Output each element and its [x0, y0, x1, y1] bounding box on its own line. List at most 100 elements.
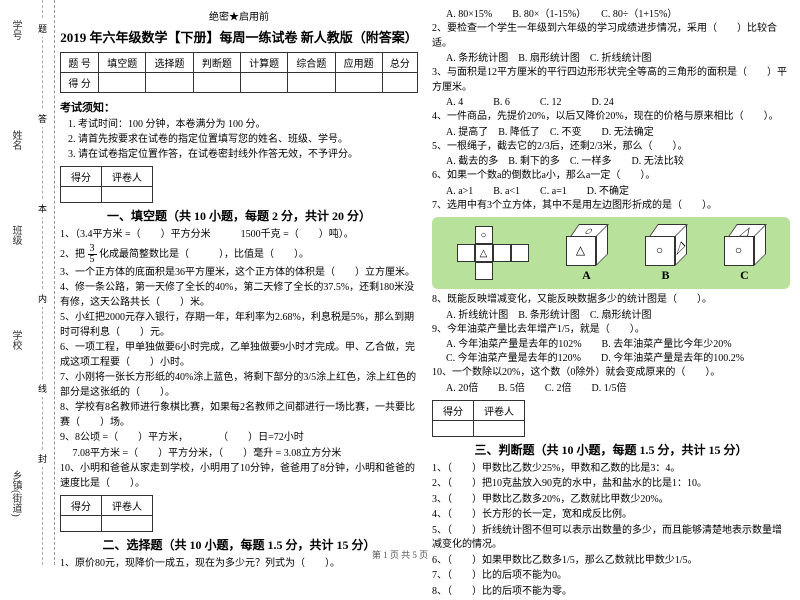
question: 3、（ ）甲数比乙数多20%，乙数就比甲数少20%。 — [432, 493, 790, 508]
question: 5、小红把2000元存入银行，存期一年，年利率为2.68%，利息税是5%，那么到… — [60, 311, 418, 340]
dash-label: 封 — [38, 450, 47, 467]
exam-title: 2019 年六年级数学【下册】每周一练试卷 新人教版（附答案） — [60, 27, 418, 46]
question: 2、要检查一个学生一年级到六年级的学习成绩进步情况，采用（ ）比较合适。 — [432, 22, 790, 51]
net-face — [511, 244, 529, 262]
question: 10、小明和爸爸从家走到学校，小明用了10分钟，爸爸用了8分钟，小明和爸爸的速度… — [60, 462, 418, 491]
net-face — [493, 244, 511, 262]
table-row: 得 分 — [61, 73, 418, 93]
question: 6、如果一个数a的倒数比a小，那么a一定（ ）。 — [432, 169, 790, 184]
binding-margin: 学号 姓名 班级 学校 乡镇(街道) 题 答 本 内 线 封 — [0, 0, 55, 565]
cell: 题 号 — [61, 53, 99, 73]
question: 4、修一条公路，第一天修了全长的40%，第二天修了全长的37.5%，还剩180米… — [60, 281, 418, 310]
options: C. 今年油菜产量是去年的120% D. 今年油菜产量是去年的100.2% — [446, 352, 790, 366]
cube-label: B — [645, 268, 687, 283]
cube-b: △ ○ B — [645, 224, 687, 283]
question: 1、（3.4平方米 =（ ）平方分米 1500千克 =（ ）吨）。 — [60, 228, 418, 243]
section-scorebox: 得分评卷人 — [60, 166, 153, 203]
cell — [433, 420, 474, 436]
margin-label-name: 姓名 — [8, 130, 23, 150]
notice-list: 考试时间：100 分钟，本卷满分为 100 分。 请首先按要求在试卷的指定位置填… — [60, 117, 418, 162]
question: 4、一件商品，先提价20%，以后又降价20%，现在的价格与原来相比（ ）。 — [432, 110, 790, 125]
net-face — [475, 262, 493, 280]
denominator: 5 — [88, 255, 97, 265]
margin-label-class: 班级 — [8, 225, 23, 245]
section3-title: 三、判断题（共 10 小题，每题 1.5 分，共计 15 分） — [432, 441, 790, 458]
margin-label-school: 学校 — [8, 330, 23, 350]
cell — [61, 516, 102, 532]
question: 3、与面积是12平方厘米的平行四边形形状完全等高的三角形的面积是（ ）平方厘米。 — [432, 66, 790, 95]
cell — [102, 516, 153, 532]
question: 2、（ ）把10克盐放入90克的水中，盐和盐水的比是1：10。 — [432, 477, 790, 492]
question: 10、一个数除以20%，这个数（0除外）就会变成原来的（ ）。 — [432, 366, 790, 381]
question: 9、今年油菜产量比去年增产1/5，就是（ ）。 — [432, 323, 790, 338]
right-column: A. 80×15% B. 80×（1-15%） C. 80÷（1+15%） 2、… — [432, 8, 790, 600]
question: 3、一个正方体的底面积是36平方厘米，这个正方体的体积是（ ）立方厘米。 — [60, 266, 418, 281]
cube-a: ○ △ A — [566, 224, 608, 283]
options: A. 今年油菜产量是去年的102% B. 去年油菜产量比今年少20% — [446, 338, 790, 352]
cell — [102, 187, 153, 203]
cell: 评卷人 — [102, 167, 153, 187]
margin-label-id: 学号 — [8, 20, 23, 40]
cube-front: ○ — [724, 236, 754, 266]
cell: 得分 — [61, 496, 102, 516]
dash-label: 题 — [38, 20, 47, 37]
net-face — [457, 244, 475, 262]
cube-net: ○ △ — [457, 226, 529, 280]
section1-title: 一、填空题（共 10 小题，每题 2 分，共计 20 分） — [60, 207, 418, 224]
question: 9、8公顷 =（ ）平方米， （ ）日=72小时 — [60, 431, 418, 446]
options: A. 条形统计图 B. 扇形统计图 C. 折线统计图 — [446, 52, 790, 66]
numerator: 3 — [88, 244, 97, 255]
options: A. 提高了 B. 降低了 C. 不变 D. 无法确定 — [446, 126, 790, 140]
net-face: ○ — [475, 226, 493, 244]
question: 8、学校有8名教师进行象棋比赛，如果每2名教师之间都进行一场比赛，一共要比赛（ … — [60, 401, 418, 430]
cell: 综合题 — [288, 53, 335, 73]
question: 8、（ ）比的后项不能为零。 — [432, 585, 790, 600]
list-item: 请首先按要求在试卷的指定位置填写您的姓名、班级、学号。 — [78, 132, 418, 147]
cell: 得分 — [61, 167, 102, 187]
seal-line — [42, 0, 43, 565]
cell: 计算题 — [240, 53, 287, 73]
score-summary-table: 题 号 填空题 选择题 判断题 计算题 综合题 应用题 总分 得 分 — [60, 52, 418, 93]
page-footer: 第 1 页 共 5 页 — [0, 548, 800, 561]
options: A. 80×15% B. 80×（1-15%） C. 80÷（1+15%） — [446, 8, 790, 22]
question: 4、（ ）长方形的长一定，宽和成反比例。 — [432, 508, 790, 523]
question: 5、一根绳子，截去它的2/3后，还剩2/3米，那么（ ）。 — [432, 140, 790, 155]
question: 8、既能反映增减变化，又能反映数据多少的统计图是（ ）。 — [432, 293, 790, 308]
question: 7、小刚将一张长方形纸的40%涂上蓝色，将剩下部分的3/5涂上红色，涂上红色的部… — [60, 371, 418, 400]
notice-title: 考试须知： — [60, 99, 418, 115]
cell: 填空题 — [99, 53, 146, 73]
q-text: 2、把 — [60, 248, 85, 259]
cube-front: ○ — [645, 236, 675, 266]
cell — [288, 73, 335, 93]
table-row: 题 号 填空题 选择题 判断题 计算题 综合题 应用题 总分 — [61, 53, 418, 73]
options: A. 4 B. 6 C. 12 D. 24 — [446, 96, 790, 110]
question: 7.08平方米 =（ ）平方分米，（ ）毫升 = 3.08立方分米 — [60, 447, 418, 462]
list-item: 考试时间：100 分钟，本卷满分为 100 分。 — [78, 117, 418, 132]
cell — [240, 73, 287, 93]
cell — [193, 73, 240, 93]
options: A. 20倍 B. 5倍 C. 2倍 D. 1/5倍 — [446, 382, 790, 396]
cell — [382, 73, 417, 93]
margin-label-town: 乡镇(街道) — [8, 470, 23, 517]
cell: 评卷人 — [102, 496, 153, 516]
cell — [99, 73, 146, 93]
cell: 判断题 — [193, 53, 240, 73]
q-text: 化成最简整数比是（ ），比值是（ ）。 — [99, 248, 309, 259]
options: A. 截去的多 B. 剩下的多 C. 一样多 D. 无法比较 — [446, 155, 790, 169]
cell: 得分 — [433, 400, 474, 420]
question: 6、一项工程，甲单独做要6小时完成，乙单独做要9小时才完成。甲、乙合做，完成这项… — [60, 341, 418, 370]
cell: 应用题 — [335, 53, 382, 73]
cell: 总分 — [382, 53, 417, 73]
cube-front: △ — [566, 236, 596, 266]
section-scorebox: 得分评卷人 — [60, 495, 153, 532]
cell: 评卷人 — [474, 400, 525, 420]
net-face: △ — [475, 244, 493, 262]
options: A. a>1 B. a<1 C. a=1 D. 不确定 — [446, 185, 790, 199]
cell: 选择题 — [146, 53, 193, 73]
confidential-tag: 绝密★启用前 — [60, 8, 418, 23]
cube-c: △ ○ C — [724, 224, 766, 283]
dash-label: 答 — [38, 110, 47, 127]
list-item: 请在试卷指定位置作答，在试卷密封线外作答无效，不予评分。 — [78, 147, 418, 162]
cube-label: C — [724, 268, 766, 283]
question: 1、（ ）甲数比乙数少25%，甲数和乙数的比是3：4。 — [432, 462, 790, 477]
